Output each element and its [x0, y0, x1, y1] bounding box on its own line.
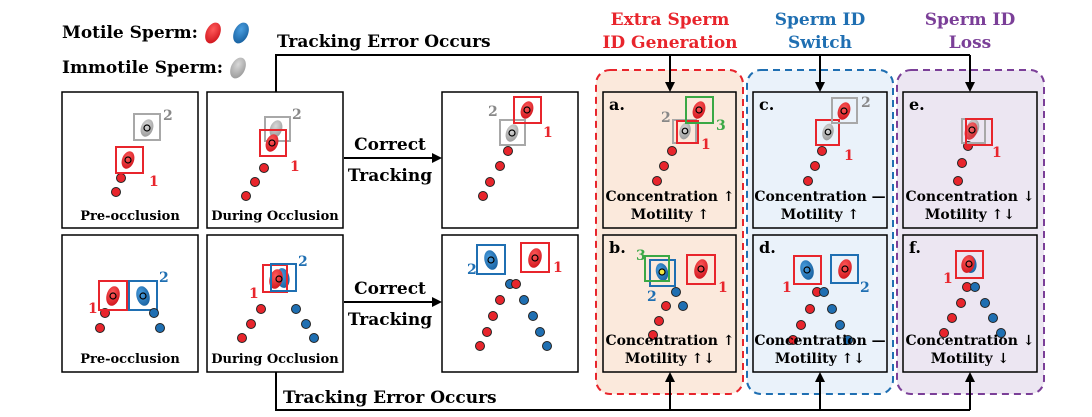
- title-switch-line2: Switch: [788, 33, 852, 53]
- case-d-concentration: Concentration —: [754, 333, 885, 349]
- case-d-motility: Motility ↑↓: [775, 351, 865, 367]
- case-d-panel: d. 1 2 Concentration — Motility ↑↓: [752, 234, 888, 373]
- title-id-switch: Sperm ID Switch: [775, 10, 866, 53]
- id-label-1: 1: [992, 145, 1002, 161]
- correct-tracking-top-line2: Tracking: [348, 166, 432, 186]
- immotile-legend-label: Immotile Sperm:: [62, 58, 223, 78]
- id-label-1: 1: [943, 271, 953, 287]
- id-label-2: 2: [298, 254, 308, 270]
- case-f-concentration: Concentration ↓: [905, 333, 1034, 349]
- correct-tracking-bottom-line2: Tracking: [348, 310, 432, 330]
- id-label-2: 2: [860, 280, 870, 296]
- case-e-letter: e.: [909, 95, 925, 114]
- motile-blue-sperm-icon: [233, 22, 249, 44]
- panel-during-occlusion-bottom: 1 2 During Occlusion: [206, 234, 344, 373]
- caption-during-occlusion: During Occlusion: [211, 209, 339, 224]
- case-a-panel: a. 2 1 3 Concentration ↑ Motility ↑: [602, 91, 737, 229]
- title-extra-id: Extra Sperm ID Generation: [602, 10, 737, 53]
- title-id-loss: Sperm ID Loss: [925, 10, 1016, 53]
- id-label-2: 2: [488, 104, 498, 120]
- panel-during-occlusion-top: 2 1 During Occlusion: [206, 91, 344, 229]
- tracking-error-top-label: Tracking Error Occurs: [277, 32, 491, 52]
- case-b-motility: Motility ↑↓: [625, 351, 715, 367]
- id-label-1: 1: [249, 286, 259, 302]
- panel-pre-occlusion-bottom: 1 2 Pre-occlusion: [61, 234, 199, 373]
- case-f-motility: Motility ↓: [931, 351, 1009, 367]
- case-c-motility: Motility ↑: [781, 207, 859, 223]
- case-e-motility: Motility ↑↓: [925, 207, 1015, 223]
- case-d-letter: d.: [759, 238, 776, 257]
- case-a-concentration: Concentration ↑: [605, 189, 734, 205]
- title-switch-line1: Sperm ID: [775, 10, 866, 30]
- case-e-panel: e. 1 Concentration ↓ Motility ↑↓: [902, 91, 1038, 229]
- title-extra-line2: ID Generation: [602, 33, 737, 53]
- id-label-1: 1: [844, 148, 854, 164]
- caption-during-occlusion: During Occlusion: [211, 352, 339, 367]
- id-label-1: 1: [543, 125, 553, 141]
- case-a-letter: a.: [609, 95, 625, 114]
- panel-correct-result-top: 2 1: [441, 91, 579, 229]
- case-c-concentration: Concentration —: [754, 189, 885, 205]
- id-label-3: 3: [636, 248, 646, 264]
- id-label-1: 1: [149, 174, 159, 190]
- id-label-2: 2: [647, 289, 657, 305]
- id-label-1: 1: [290, 159, 300, 175]
- tracking-error-bottom-arrows: [275, 372, 975, 411]
- id-label-1: 1: [701, 137, 711, 153]
- id-label-2: 2: [661, 110, 671, 126]
- id-label-2: 2: [861, 95, 871, 111]
- panel-correct-result-bottom: 2 1: [441, 234, 579, 373]
- caption-pre-occlusion: Pre-occlusion: [80, 209, 180, 224]
- case-a-motility: Motility ↑: [631, 207, 709, 223]
- id-label-2: 2: [163, 108, 173, 124]
- title-loss-line1: Sperm ID: [925, 10, 1016, 30]
- id-label-2: 2: [159, 270, 169, 286]
- caption-pre-occlusion: Pre-occlusion: [80, 352, 180, 367]
- case-b-panel: b. 3 2 1 Concentration ↑ Motility ↑↓: [602, 234, 737, 373]
- panel-pre-occlusion-top: 1 2 Pre-occlusion: [61, 91, 199, 229]
- id-label-2: 2: [467, 262, 477, 278]
- case-f-letter: f.: [909, 238, 921, 257]
- title-loss-line2: Loss: [949, 33, 991, 53]
- correct-tracking-top: Correct Tracking: [344, 135, 442, 186]
- motile-legend-label: Motile Sperm:: [62, 23, 198, 43]
- id-label-1: 1: [718, 280, 728, 296]
- case-c-panel: c. 2 1 Concentration — Motility ↑: [752, 91, 888, 229]
- id-label-1: 1: [88, 301, 98, 317]
- id-label-2: 2: [292, 107, 302, 123]
- id-label-3: 3: [716, 118, 726, 134]
- motile-red-sperm-icon: [205, 22, 221, 44]
- title-extra-line1: Extra Sperm: [611, 10, 730, 30]
- case-b-letter: b.: [609, 238, 626, 257]
- case-b-concentration: Concentration ↑: [605, 333, 734, 349]
- correct-tracking-bottom-line1: Correct: [354, 279, 426, 299]
- tracking-error-bottom-label: Tracking Error Occurs: [283, 388, 497, 408]
- tracking-error-top-arrows: [275, 54, 975, 92]
- correct-tracking-bottom: Correct Tracking: [344, 279, 442, 330]
- case-f-panel: f. 1 Concentration ↓ Motility ↓: [902, 234, 1038, 373]
- correct-tracking-top-line1: Correct: [354, 135, 426, 155]
- case-c-letter: c.: [759, 95, 774, 114]
- id-label-1: 1: [553, 260, 563, 276]
- case-e-concentration: Concentration ↓: [905, 189, 1034, 205]
- immotile-gray-sperm-icon: [230, 57, 246, 79]
- id-label-1: 1: [782, 280, 792, 296]
